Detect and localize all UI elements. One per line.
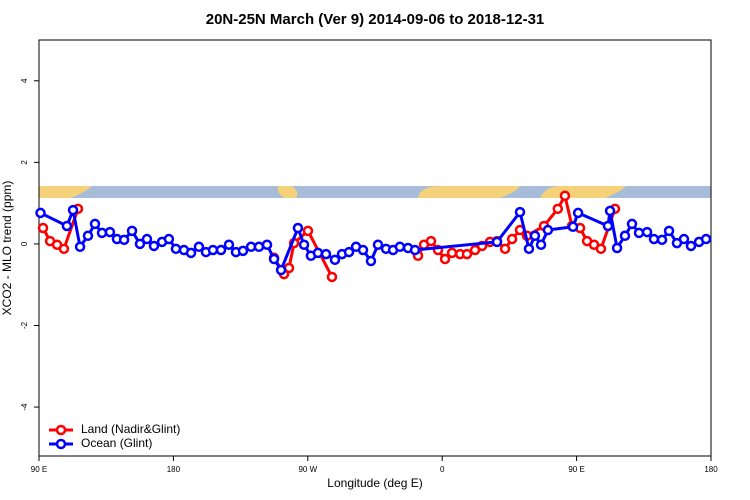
y-axis-label: XCO2 - MLO trend (ppm) xyxy=(0,181,14,316)
data-point xyxy=(700,233,712,245)
data-point xyxy=(275,264,287,276)
plot-frame xyxy=(38,39,712,457)
map-strip xyxy=(39,186,711,198)
data-point xyxy=(148,240,160,252)
data-point xyxy=(604,205,616,217)
data-point xyxy=(89,218,101,230)
data-point xyxy=(343,246,355,258)
data-point xyxy=(261,239,273,250)
data-point xyxy=(506,233,518,245)
data-point xyxy=(514,206,526,218)
land-blob xyxy=(277,186,298,198)
data-point xyxy=(663,225,675,237)
y-tick-label: 0 xyxy=(20,241,29,246)
data-point xyxy=(268,253,280,265)
y-tick-label: 2 xyxy=(20,160,29,165)
data-point xyxy=(170,243,182,255)
data-point xyxy=(61,220,73,232)
data-point xyxy=(37,222,49,234)
data-point xyxy=(499,243,511,255)
x-axis-label: Longitude (deg E) xyxy=(327,476,422,490)
data-point xyxy=(193,241,205,253)
data-point xyxy=(312,247,324,259)
data-point xyxy=(394,241,406,253)
data-point xyxy=(302,225,314,237)
legend-marker xyxy=(55,424,67,436)
data-point xyxy=(409,244,421,256)
y-tick-label: -2 xyxy=(20,321,29,329)
data-point xyxy=(685,240,697,252)
data-point xyxy=(572,207,584,219)
data-point xyxy=(357,244,369,256)
y-tick-label: -4 xyxy=(20,403,29,411)
data-point xyxy=(292,222,304,234)
data-point xyxy=(446,247,458,259)
data-point xyxy=(619,230,631,242)
x-tick-label: 90 E xyxy=(568,465,584,474)
data-point xyxy=(633,227,645,239)
y-tick-label: 4 xyxy=(20,78,29,83)
data-point xyxy=(163,233,175,245)
data-point xyxy=(678,233,690,245)
data-point xyxy=(185,247,197,259)
chart-title: 20N-25N March (Ver 9) 2014-09-06 to 2018… xyxy=(206,11,545,28)
data-point xyxy=(35,207,46,219)
data-point xyxy=(298,239,310,250)
data-point xyxy=(529,230,541,242)
x-tick-label: 90 E xyxy=(31,465,47,474)
data-point xyxy=(491,236,503,248)
data-point xyxy=(134,238,146,250)
data-point xyxy=(595,243,607,255)
data-point xyxy=(372,239,384,250)
data-point xyxy=(74,241,86,253)
data-point xyxy=(523,243,535,255)
data-point xyxy=(535,239,547,250)
legend-label: Land (Nadir&Glint) xyxy=(81,422,180,436)
data-point xyxy=(329,254,341,266)
legend-marker xyxy=(55,438,67,450)
data-point xyxy=(567,221,579,233)
data-point xyxy=(141,233,153,245)
data-point xyxy=(320,248,332,260)
x-tick-label: 90 W xyxy=(298,465,317,474)
data-point xyxy=(648,233,660,245)
data-point xyxy=(626,218,638,230)
x-tick-label: 180 xyxy=(167,465,181,474)
data-point xyxy=(253,241,265,253)
data-point xyxy=(104,226,116,238)
data-point xyxy=(207,244,219,256)
data-point xyxy=(559,190,571,202)
data-point xyxy=(656,234,668,246)
land-blob xyxy=(418,186,520,198)
data-point xyxy=(425,235,437,247)
data-point xyxy=(58,243,70,255)
data-point xyxy=(641,226,653,238)
data-point xyxy=(552,203,564,215)
data-point xyxy=(223,239,235,250)
data-point xyxy=(365,255,377,267)
data-point xyxy=(82,230,94,242)
data-point xyxy=(237,245,249,257)
data-point xyxy=(215,244,227,256)
data-point xyxy=(326,271,338,283)
x-tick-label: 180 xyxy=(704,465,718,474)
data-point xyxy=(67,204,79,216)
data-point xyxy=(602,220,614,232)
data-point xyxy=(126,225,138,237)
data-point xyxy=(611,242,623,254)
data-point xyxy=(439,253,451,265)
x-tick-label: 0 xyxy=(440,465,445,474)
data-point xyxy=(118,234,130,246)
data-point xyxy=(542,224,554,236)
land-blob xyxy=(39,186,92,198)
legend-label: Ocean (Glint) xyxy=(81,436,152,450)
data-point xyxy=(461,248,473,260)
